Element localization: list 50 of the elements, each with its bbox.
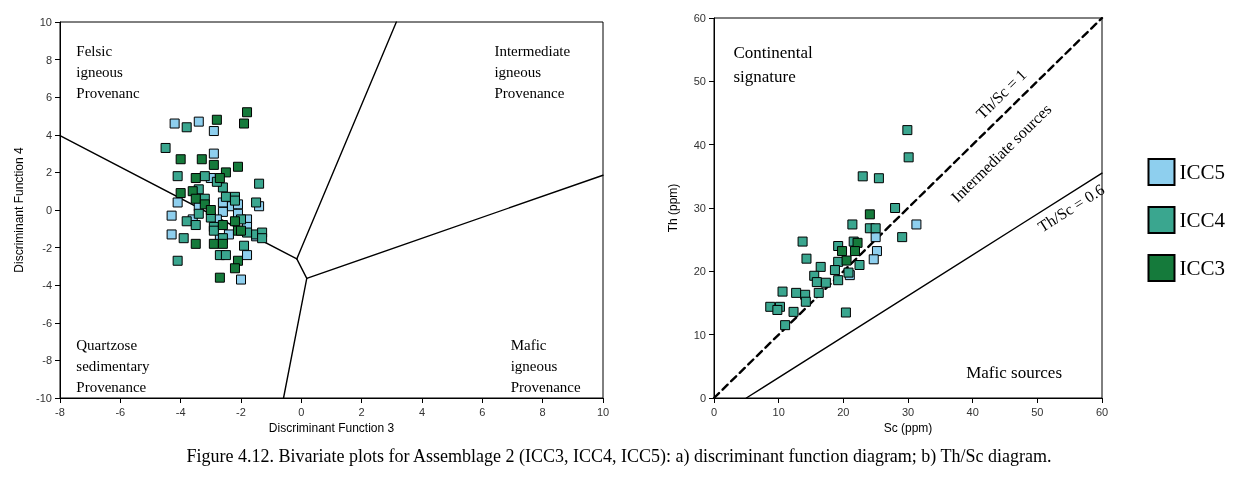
y-axis-title: Discriminant Function 4: [12, 146, 26, 273]
annotation: Intermediate igneous Provenance: [494, 43, 571, 102]
x-axis-title: Discriminant Function 3: [268, 421, 395, 435]
x-tick-label: 50: [1031, 405, 1044, 418]
x-tick-label: 6: [479, 405, 486, 418]
x-tick-label: 0: [298, 405, 305, 418]
x-tick-label: 10: [772, 405, 785, 418]
x-tick-label: -4: [175, 405, 186, 418]
y-tick-label: -8: [42, 354, 52, 367]
y-tick-label: 20: [693, 265, 706, 278]
y-tick-label: -2: [42, 241, 52, 254]
legend-label: ICC5: [1179, 160, 1226, 184]
x-tick-label: 20: [837, 405, 850, 418]
y-tick-label: 6: [45, 91, 52, 104]
y-tick-label: 2: [45, 166, 52, 179]
x-tick-label: 60: [1095, 405, 1109, 418]
y-axis-title: Th (ppm): [666, 183, 680, 233]
annotation: Continental signature: [733, 43, 813, 87]
annotation: Th/Sc = 0.6: [1034, 180, 1108, 236]
x-tick-label: 40: [966, 405, 979, 418]
y-tick-label: 4: [45, 128, 52, 141]
annotation: Quartzose sedimentary Provenance: [76, 336, 151, 395]
y-tick-label: 0: [45, 204, 52, 216]
x-tick-label: 4: [418, 405, 426, 418]
y-tick-label: -10: [36, 392, 52, 404]
x-axis-title: Sc (ppm): [883, 421, 933, 435]
x-tick-label: 2: [358, 405, 365, 418]
legend-label: ICC4: [1179, 208, 1226, 232]
y-tick-label: 50: [693, 75, 706, 88]
x-tick-label: 10: [596, 405, 610, 418]
y-tick-label: -6: [42, 316, 52, 329]
annotation: Mafic igneous Provenance: [510, 336, 581, 395]
y-tick-label: 0: [699, 392, 706, 404]
y-tick-label: 10: [693, 328, 706, 341]
y-tick-label: -4: [42, 279, 52, 292]
y-tick-label: 30: [693, 202, 706, 214]
y-tick-label: 10: [39, 16, 52, 28]
x-tick-label: 30: [901, 405, 915, 418]
legend-label: ICC3: [1179, 256, 1226, 280]
annotation: Felsic igneous Provenanc: [76, 43, 140, 102]
x-tick-label: -8: [55, 405, 65, 418]
x-tick-label: -6: [115, 405, 126, 418]
annotation: Mafic sources: [966, 362, 1063, 382]
y-tick-label: 8: [45, 53, 52, 66]
x-tick-label: 8: [539, 405, 546, 418]
caption: Figure 4.12. Bivariate plots for Assemblage 2 (ICC3, ICC4, ICC5): a) discriminant function diagram; b) Th/Sc diagram.: [185, 446, 1053, 467]
x-tick-label: 0: [710, 405, 718, 418]
y-tick-label: 60: [693, 12, 706, 24]
x-tick-label: -2: [236, 405, 246, 418]
y-tick-label: 40: [693, 138, 706, 151]
